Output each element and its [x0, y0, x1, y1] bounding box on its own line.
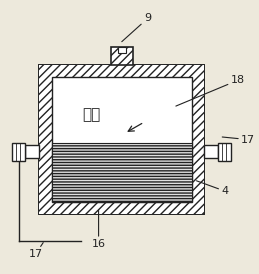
Bar — [52, 77, 192, 202]
Text: 9: 9 — [122, 13, 151, 42]
Bar — [39, 65, 204, 214]
Bar — [39, 77, 52, 202]
Text: 17: 17 — [28, 242, 43, 259]
Bar — [12, 142, 25, 161]
Bar — [39, 65, 204, 77]
Bar — [192, 77, 204, 202]
Bar — [204, 145, 218, 158]
Bar — [218, 142, 231, 161]
Bar — [111, 47, 133, 65]
Bar — [52, 143, 192, 202]
Text: 16: 16 — [92, 210, 106, 249]
Text: 17: 17 — [222, 135, 255, 145]
Bar — [39, 202, 204, 214]
Text: 空气: 空气 — [82, 107, 100, 122]
Bar — [25, 145, 39, 158]
Text: 18: 18 — [176, 75, 245, 106]
Bar — [118, 47, 126, 53]
Text: 4: 4 — [197, 181, 228, 196]
